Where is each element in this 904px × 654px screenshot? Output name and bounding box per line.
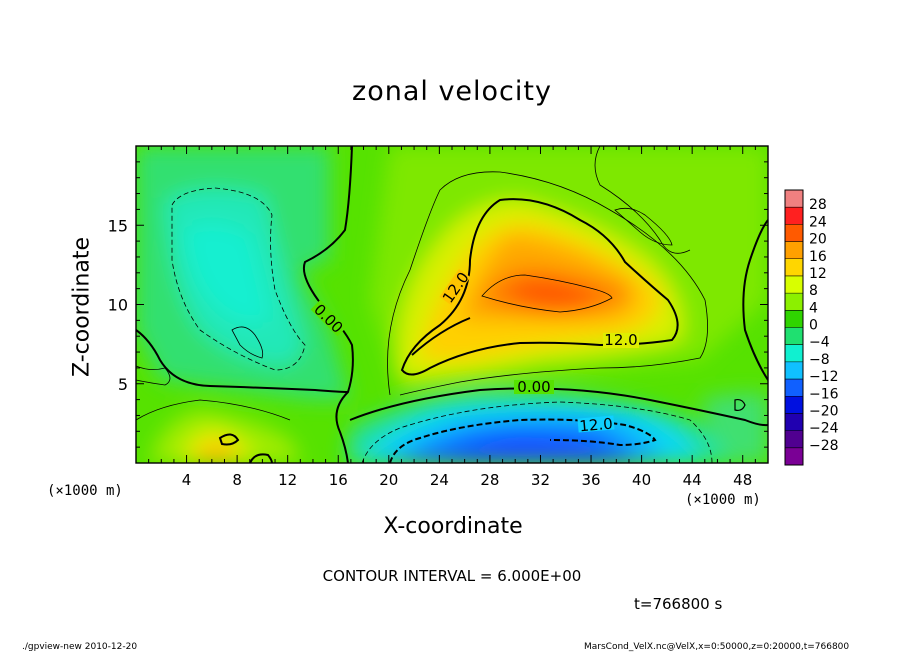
colorbar-label: 16 [809, 249, 827, 265]
colorbar-label: −24 [809, 421, 839, 437]
x-axis-label: X-coordinate [383, 514, 523, 539]
x-tick-label: 8 [232, 471, 242, 489]
x-tick-label: 48 [733, 471, 752, 489]
x-tick-label: 40 [632, 471, 651, 489]
y-axis-label: Z-coordinate [69, 237, 95, 377]
contour-interval: CONTOUR INTERVAL = 6.000E+00 [322, 567, 582, 585]
x-tick-label: 20 [379, 471, 398, 489]
colorbar-swatch [785, 430, 803, 449]
colorbar-swatch [785, 258, 803, 277]
colorbar-label: 28 [809, 197, 827, 213]
colorbar-swatch [785, 327, 803, 345]
chart-title: zonal velocity [352, 76, 552, 107]
x-tick-label: 4 [182, 471, 192, 489]
x-unit-left: (×1000 m) [47, 483, 123, 499]
colorbar-swatch [785, 447, 803, 466]
colorbar-swatch [785, 293, 803, 311]
x-unit-right: (×1000 m) [685, 492, 761, 508]
y-tick-label: 5 [118, 375, 128, 394]
colorbar-label: 12 [809, 266, 827, 282]
colorbar-label: −8 [809, 352, 830, 368]
colorbar-swatch [785, 224, 803, 242]
x-tick-label: 44 [683, 471, 702, 489]
x-tick-label: 28 [480, 471, 499, 489]
colorbar-label: 20 [809, 232, 827, 248]
colorbar-label: 8 [809, 283, 818, 299]
x-axis: 4 8 12 16 20 24 28 32 36 40 44 48 [148, 146, 756, 489]
colorbar-label: −28 [809, 438, 839, 454]
colorbar-label: 24 [809, 214, 827, 230]
y-tick-label: 10 [108, 296, 128, 315]
colorbar-swatch [785, 241, 803, 260]
footer-right: MarsCond_VelX.nc@VelX,x=0:50000,z=0:2000… [584, 642, 850, 652]
contour-label: 12.0 [604, 331, 637, 349]
contour-label: 0.00 [517, 378, 550, 396]
colorbar-swatch [785, 344, 803, 363]
colorbar-swatch [785, 396, 803, 414]
colorbar-label: −4 [809, 335, 830, 351]
x-tick-label: 24 [430, 471, 449, 489]
colorbar-label: −16 [809, 386, 839, 402]
y-axis: 5 10 15 [108, 161, 768, 448]
time-stamp: t=766800 s [634, 595, 723, 613]
colorbar-label: −12 [809, 369, 839, 385]
colorbar-swatch [785, 190, 803, 208]
colorbar-swatch [785, 361, 803, 380]
colorbar-swatch [785, 379, 803, 397]
x-tick-label: 16 [329, 471, 348, 489]
x-tick-label: 36 [581, 471, 600, 489]
y-tick-label: 15 [108, 216, 128, 235]
contour-label: 12.0 [579, 415, 614, 436]
colorbar-label: 0 [809, 318, 818, 334]
colorbar-label: −20 [809, 403, 839, 419]
colorbar-swatch [785, 413, 803, 431]
colorbar-swatch [785, 310, 803, 328]
colorbar-swatch [785, 275, 803, 294]
colorbar-label: 4 [809, 300, 818, 316]
x-tick-label: 12 [278, 471, 297, 489]
x-tick-label: 32 [531, 471, 550, 489]
colorbar-swatch [785, 207, 803, 225]
footer-left: ./gpview-new 2010-12-20 [22, 642, 138, 652]
